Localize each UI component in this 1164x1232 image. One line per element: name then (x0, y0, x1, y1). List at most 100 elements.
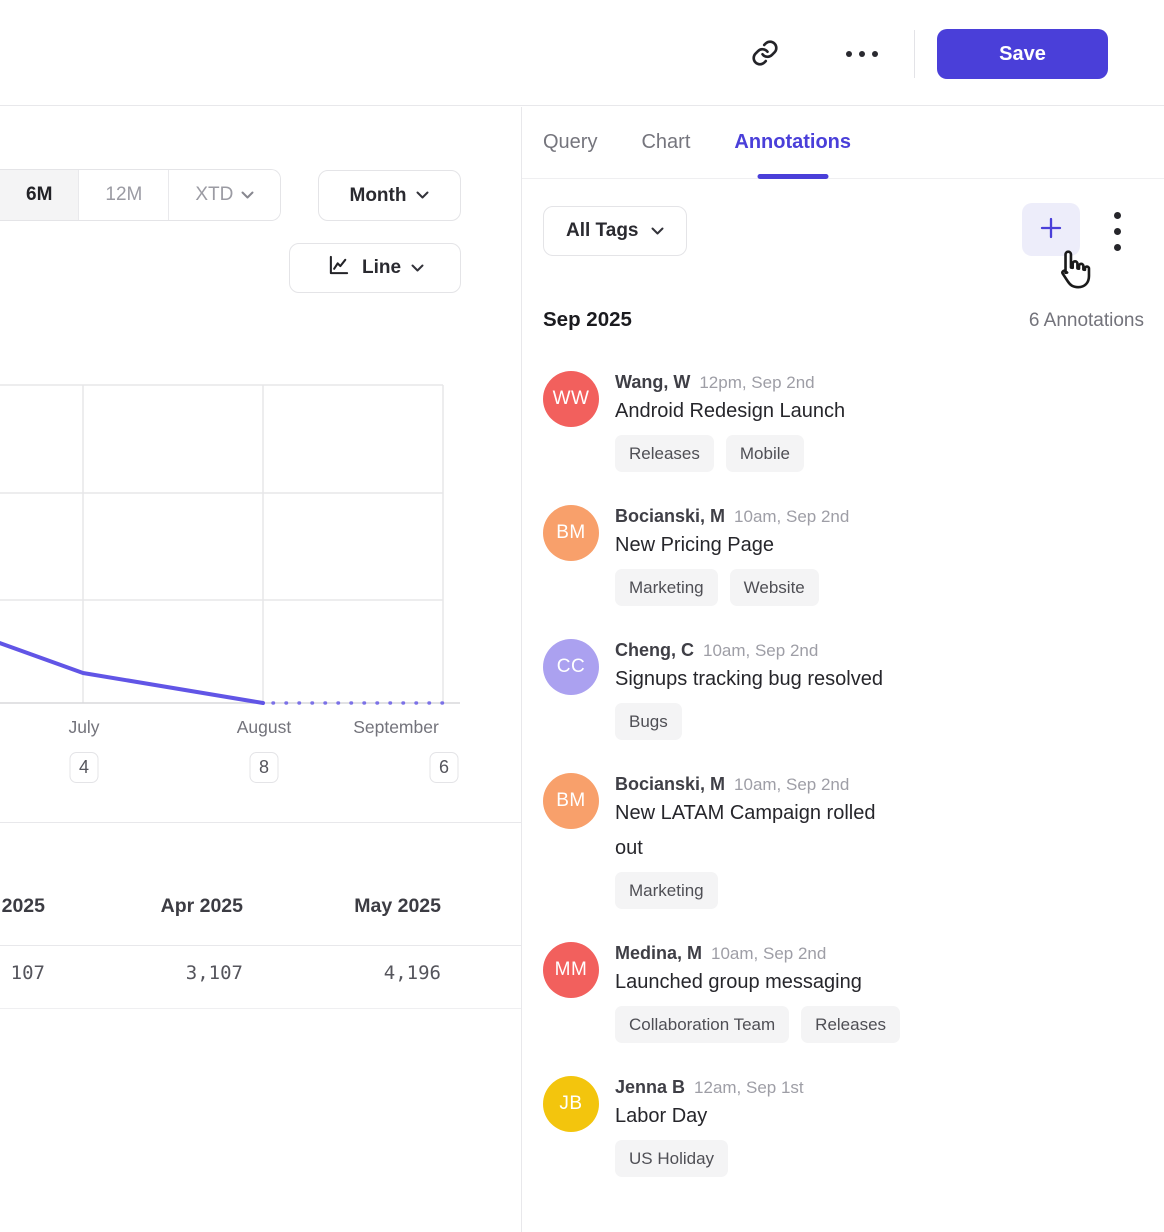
chart-gridlines (0, 384, 444, 703)
annotation-timestamp: 10am, Sep 2nd (734, 507, 850, 526)
range-option-label: 12M (105, 184, 143, 205)
annotation-timestamp: 10am, Sep 2nd (703, 641, 819, 660)
annotation-item[interactable]: BM Bocianski, M 10am, Sep 2nd New Pricin… (543, 505, 1144, 606)
avatar: MM (543, 942, 599, 998)
tag-pill[interactable]: Releases (615, 435, 714, 472)
tab-label: Query (543, 131, 598, 153)
tag-pill[interactable]: Collaboration Team (615, 1006, 790, 1043)
annotation-body: Bocianski, M 10am, Sep 2nd New Pricing P… (615, 505, 849, 606)
chart-panel: 6M 12M XTD Month Line (0, 107, 521, 1232)
tag-pill[interactable]: Marketing (615, 569, 718, 606)
ellipsis-icon (846, 51, 878, 57)
chart-series-solid (0, 641, 265, 705)
range-option-label: XTD (195, 184, 234, 205)
annotation-body: Medina, M 10am, Sep 2nd Launched group m… (615, 942, 901, 1043)
chart-type-dropdown[interactable]: Line (289, 243, 461, 293)
panel-tabbar: Query Chart Annotations (522, 107, 1164, 179)
annotations-count: 6 Annotations (1028, 310, 1144, 331)
table-cell-value: 3,107 (185, 962, 243, 984)
annotation-title: New Pricing Page (615, 534, 774, 556)
topbar-divider (914, 30, 915, 78)
annotation-item[interactable]: JB Jenna B 12am, Sep 1st Labor Day US Ho… (543, 1076, 1144, 1177)
range-option-xtd[interactable]: XTD (169, 170, 281, 220)
annotation-item[interactable]: CC Cheng, C 10am, Sep 2nd Signups tracki… (543, 639, 1144, 740)
range-option-12m[interactable]: 12M (79, 170, 170, 220)
annotation-timestamp: 10am, Sep 2nd (734, 775, 850, 794)
table-col-header: Apr 2025 (160, 895, 243, 917)
tab-label: Chart (641, 131, 691, 153)
annotation-meta: Jenna B 12am, Sep 1st (615, 1077, 804, 1098)
tag-pill[interactable]: Marketing (615, 872, 718, 909)
tag-filter-label: All Tags (566, 220, 639, 241)
annotation-timestamp: 10am, Sep 2nd (711, 944, 827, 963)
annotation-item[interactable]: WW Wang, W 12pm, Sep 2nd Android Redesig… (543, 371, 1144, 472)
more-options-button[interactable] (838, 40, 886, 68)
annotations-panel: Query Chart Annotations All Tags (521, 107, 1164, 1232)
tag-pill[interactable]: Mobile (725, 435, 804, 472)
tag-pill[interactable]: Releases (801, 1006, 901, 1043)
avatar-initials: JB (559, 1093, 583, 1114)
annotation-count-badge[interactable]: 4 (69, 752, 99, 783)
chevron-down-icon (241, 191, 254, 200)
annotation-meta: Cheng, C 10am, Sep 2nd (615, 640, 883, 661)
annotation-meta: Wang, W 12pm, Sep 2nd (615, 372, 845, 393)
tab-query[interactable]: Query (543, 107, 597, 179)
annotation-author: Bocianski, M (615, 774, 726, 794)
table-divider (0, 822, 521, 823)
annotation-tags: Collaboration Team Releases (615, 1006, 901, 1043)
annotations-menu-button[interactable] (1103, 208, 1131, 254)
tab-annotations[interactable]: Annotations (734, 107, 851, 179)
granularity-dropdown[interactable]: Month (318, 170, 461, 221)
annotation-meta: Medina, M 10am, Sep 2nd (615, 943, 900, 964)
avatar: BM (543, 505, 599, 561)
tab-chart[interactable]: Chart (641, 107, 690, 179)
range-option-label: 6M (26, 184, 53, 205)
range-option-6m[interactable]: 6M (0, 170, 80, 220)
annotation-tags: US Holiday (615, 1140, 804, 1177)
annotation-tags: Bugs (615, 703, 883, 740)
annotation-title: Launched group messaging (615, 971, 862, 993)
annotation-timestamp: 12pm, Sep 2nd (699, 373, 815, 392)
annotation-tags: Marketing (615, 872, 900, 909)
tag-filter-dropdown[interactable]: All Tags (543, 206, 687, 256)
annotations-controls-row: All Tags (543, 203, 1144, 258)
annotation-meta: Bocianski, M 10am, Sep 2nd (615, 774, 900, 795)
add-annotation-button[interactable] (1022, 203, 1080, 256)
annotation-body: Wang, W 12pm, Sep 2nd Android Redesign L… (615, 371, 845, 472)
tag-pill[interactable]: Bugs (615, 703, 682, 740)
annotation-title: Labor Day (615, 1105, 708, 1127)
chevron-down-icon (416, 191, 429, 200)
annotation-tags: Marketing Website (615, 569, 849, 606)
annotation-tags: Releases Mobile (615, 435, 845, 472)
annotations-list: WW Wang, W 12pm, Sep 2nd Android Redesig… (543, 371, 1144, 1177)
tag-pill[interactable]: US Holiday (615, 1140, 729, 1177)
annotation-timestamp: 12am, Sep 1st (694, 1078, 804, 1097)
annotations-content: All Tags Sep 2025 6 Annotations WW (522, 203, 1164, 1177)
table-divider (0, 1008, 521, 1009)
annotations-section-header: Sep 2025 6 Annotations (543, 308, 1144, 332)
active-tab-underline (757, 173, 829, 179)
annotation-author: Wang, W (615, 372, 691, 392)
x-tick-label: September (353, 717, 439, 737)
date-range-segmented-control: 6M 12M XTD (0, 169, 282, 221)
avatar-initials: BM (556, 790, 586, 811)
annotation-body: Jenna B 12am, Sep 1st Labor Day US Holid… (615, 1076, 804, 1177)
annotation-body: Cheng, C 10am, Sep 2nd Signups tracking … (615, 639, 883, 740)
tag-pill[interactable]: Website (729, 569, 819, 606)
annotation-title: Signups tracking bug resolved (615, 668, 883, 690)
annotation-item[interactable]: BM Bocianski, M 10am, Sep 2nd New LATAM … (543, 773, 1144, 909)
table-divider (0, 945, 521, 946)
table-cell-value: 4,196 (383, 962, 441, 984)
annotation-title: New LATAM Campaign rolled out (615, 802, 876, 859)
chevron-down-icon (411, 264, 424, 273)
annotation-item[interactable]: MM Medina, M 10am, Sep 2nd Launched grou… (543, 942, 1144, 1043)
avatar-initials: BM (556, 522, 586, 543)
copy-link-button[interactable] (746, 36, 784, 72)
annotation-author: Cheng, C (615, 640, 694, 660)
save-button[interactable]: Save (937, 29, 1108, 79)
tab-label: Annotations (734, 131, 852, 153)
avatar-initials: CC (556, 656, 586, 677)
avatar: BM (543, 773, 599, 829)
annotation-count-badge[interactable]: 6 (429, 752, 459, 783)
annotation-count-badge[interactable]: 8 (249, 752, 279, 783)
